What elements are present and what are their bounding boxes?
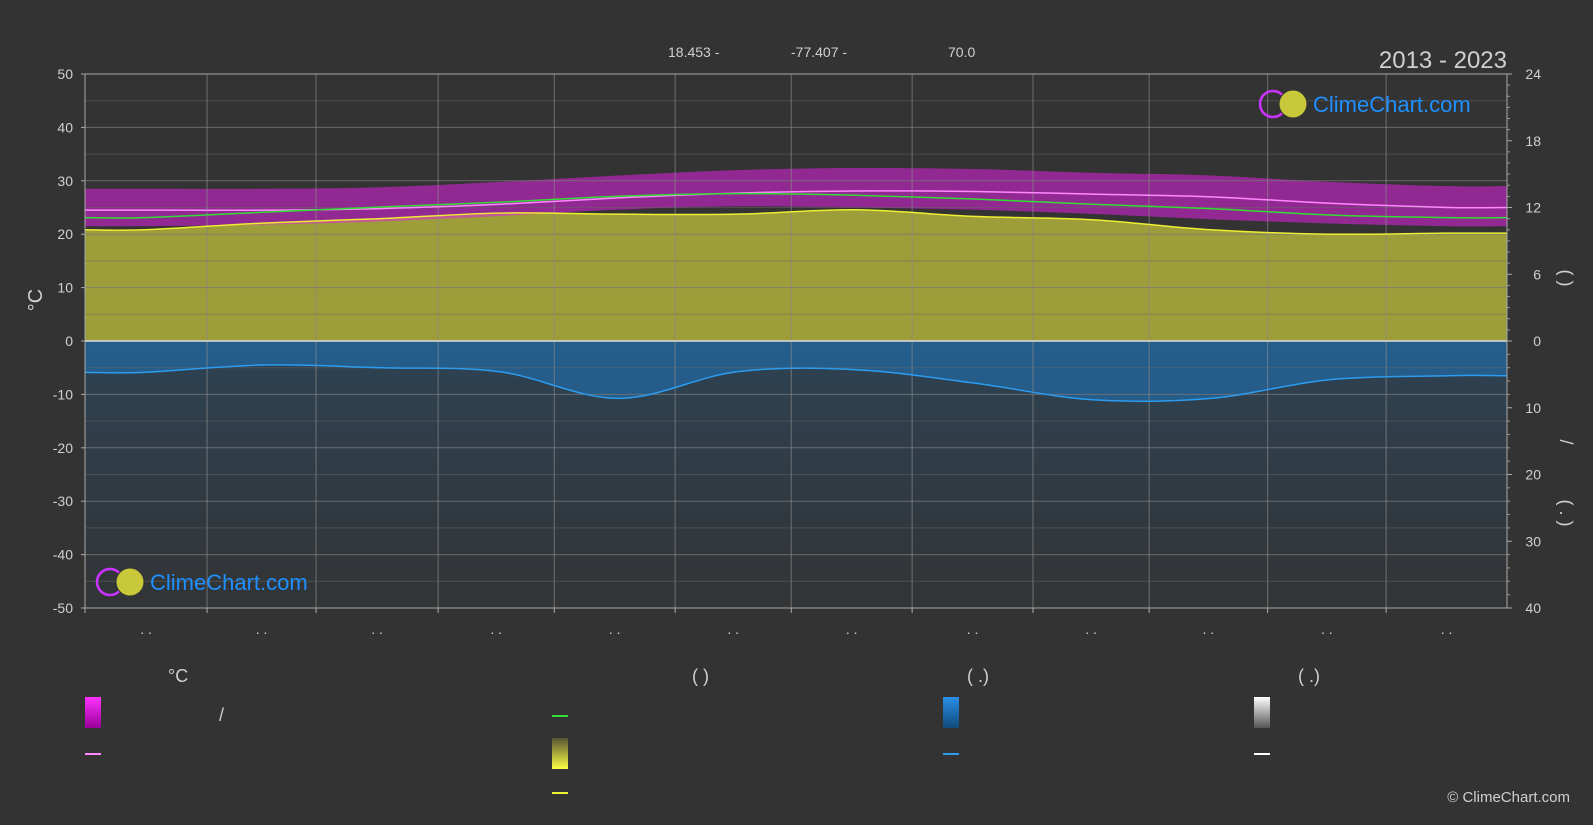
legend-snow-line-swatch	[1254, 753, 1270, 755]
right-top-axis-label: ( )	[1556, 270, 1576, 287]
logo-sun-icon	[1278, 89, 1308, 119]
temp-range-band	[85, 167, 1507, 227]
left-tick-label: -10	[53, 386, 73, 402]
legend-col3-title: ( .)	[967, 666, 989, 686]
plot-axes: 50 40 30 20 10 0 -10 -20 -30 -40 -50 24 18 12 6 0 10 20 30…	[53, 66, 1541, 637]
month-label: . .	[609, 621, 621, 637]
legend-sunshine-swatch	[552, 738, 568, 769]
legend-precip-swatch	[943, 697, 959, 728]
month-label: . .	[1203, 621, 1215, 637]
y-axis-unit: °C	[25, 289, 47, 311]
right-tick-label: 30	[1525, 533, 1541, 549]
month-label: . .	[1085, 621, 1097, 637]
month-label: . .	[256, 621, 268, 637]
logo-text: ClimeChart.com	[1313, 92, 1471, 117]
left-tick-label: -20	[53, 440, 73, 456]
plot-lines	[84, 190, 1508, 403]
logo-top-right: ClimeChart.com	[1258, 89, 1471, 119]
series-line-precip_mm	[84, 364, 1508, 403]
left-tick-label: 30	[57, 173, 73, 189]
right-tick-label: 24	[1525, 66, 1541, 82]
legend-mean-line-swatch	[552, 715, 568, 717]
month-label: . .	[490, 621, 502, 637]
left-tick-label: 0	[65, 333, 73, 349]
legend: °C ( ) ( .) ( .) /	[85, 666, 1320, 794]
legend-snow-swatch	[1254, 697, 1270, 728]
legend-col1-title: °C	[168, 666, 188, 686]
right-tick-label: 40	[1525, 600, 1541, 616]
latitude-label: 18.453 -	[668, 44, 720, 60]
month-label: . .	[846, 621, 858, 637]
right-tick-label: 20	[1525, 467, 1541, 483]
copyright: © ClimeChart.com	[1447, 789, 1570, 806]
left-tick-label: -40	[53, 547, 73, 563]
left-tick-label: 10	[57, 280, 73, 296]
logo-sun-icon	[115, 567, 145, 597]
elevation-label: 70.0	[948, 44, 975, 60]
series-line-temp_max	[84, 190, 1508, 212]
legend-temp-range-swatch	[85, 697, 101, 728]
legend-max-line-swatch	[85, 753, 101, 755]
right-tick-label: 12	[1525, 200, 1541, 216]
legend-col2-title: ( )	[692, 666, 709, 686]
series-line-temp_mean	[84, 192, 1508, 219]
month-label: . .	[140, 621, 152, 637]
sunshine-area	[85, 209, 1507, 341]
month-label: . .	[967, 621, 979, 637]
right-tick-label: 0	[1533, 333, 1541, 349]
legend-sunshine-line-swatch	[552, 792, 568, 794]
right-tick-label: 10	[1525, 400, 1541, 416]
right-bottom-axis-label-2: ( . )	[1556, 500, 1576, 527]
month-label: . .	[727, 621, 739, 637]
series-line-sunshine_hours	[84, 208, 1508, 236]
left-tick-label: 50	[57, 66, 73, 82]
month-label: . .	[1441, 621, 1453, 637]
left-tick-label: -30	[53, 493, 73, 509]
left-tick-label: 20	[57, 226, 73, 242]
logo-bottom-left: ClimeChart.com	[95, 567, 308, 597]
legend-precip-line-swatch	[943, 753, 959, 755]
logo-text: ClimeChart.com	[150, 570, 308, 595]
right-bottom-axis-label: /	[1556, 439, 1576, 444]
left-tick-label: -50	[53, 600, 73, 616]
right-tick-label: 6	[1533, 266, 1541, 282]
left-tick-label: 40	[57, 119, 73, 135]
month-label: . .	[1321, 621, 1333, 637]
right-tick-label: 18	[1525, 133, 1541, 149]
longitude-label: -77.407 -	[791, 44, 847, 60]
legend-col1-item1: /	[219, 705, 224, 725]
years-label: 2013 - 2023	[1379, 47, 1507, 74]
month-label: . .	[371, 621, 383, 637]
legend-col4-title: ( .)	[1298, 666, 1320, 686]
